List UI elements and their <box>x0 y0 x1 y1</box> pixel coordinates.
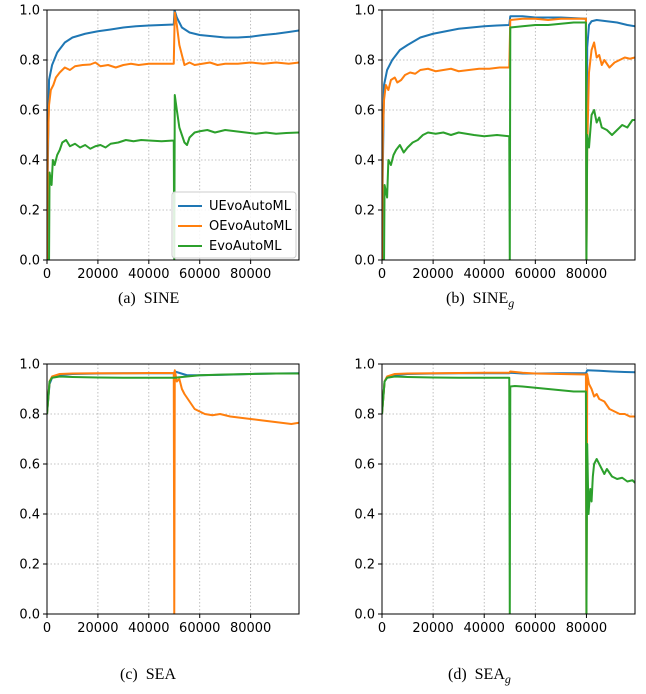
y-tick-label: 0.6 <box>19 458 40 473</box>
x-tick-label: 80000 <box>566 267 607 280</box>
x-tick-label: 80000 <box>230 621 271 634</box>
x-tick-label: 0 <box>43 267 51 280</box>
series-line-uevoautoml <box>47 10 299 260</box>
y-tick-label: 0.4 <box>354 154 375 169</box>
legend-label: EvoAutoML <box>209 239 282 254</box>
grid-lines <box>382 9 635 260</box>
y-tick-label: 0.2 <box>354 204 375 219</box>
series-line-oevoautoml <box>47 11 299 260</box>
caption-a-label: (a) <box>118 290 136 307</box>
x-tick-label: 20000 <box>77 267 118 280</box>
y-tick-label: 0.0 <box>354 608 375 623</box>
chart-panel-c: 0 20000 40000 60000 80000 0.0 0.2 0.4 0.6 0.8 1.0 <box>19 358 300 634</box>
legend-label: UEvoAutoML <box>209 199 292 214</box>
y-tick-label: 1.0 <box>354 4 375 19</box>
x-tick-label: 80000 <box>230 267 271 280</box>
x-tick-label: 60000 <box>515 267 556 280</box>
series-line-oevoautoml <box>47 369 299 614</box>
caption-c-label: (c) <box>120 666 138 683</box>
y-tick-label: 0.4 <box>19 508 40 523</box>
axes-frame <box>381 363 636 615</box>
y-tick-label: 0.2 <box>19 558 40 573</box>
x-tick-label: 80000 <box>566 621 607 634</box>
y-tick-label: 0.8 <box>19 54 40 69</box>
caption-b: (b) SINEg <box>446 290 514 311</box>
x-tick-label: 0 <box>378 267 386 280</box>
caption-d-name: SEA <box>474 666 505 683</box>
y-tick-label: 0.2 <box>19 204 40 219</box>
x-tick-label: 40000 <box>128 267 169 280</box>
x-tick-label: 60000 <box>179 267 220 280</box>
legend: UEvoAutoML OEvoAutoML EvoAutoML <box>171 191 297 259</box>
caption-b-label: (b) <box>446 290 465 307</box>
caption-b-name: SINE <box>472 290 509 307</box>
axes-frame <box>46 9 300 261</box>
series-line-evoautoml <box>47 94 299 260</box>
axes-frame <box>381 9 636 261</box>
series-line-evoautoml <box>382 21 635 260</box>
y-tick-label: 1.0 <box>354 358 375 373</box>
y-tick-label: 0.0 <box>19 254 40 269</box>
caption-a: (a) SINE <box>118 290 179 308</box>
x-tick-label: 40000 <box>464 621 505 634</box>
caption-c-name: SEA <box>145 666 176 683</box>
legend-label: OEvoAutoML <box>209 219 292 234</box>
x-tick-label: 0 <box>43 621 51 634</box>
caption-a-name: SINE <box>143 290 180 307</box>
x-tick-label: 20000 <box>77 621 118 634</box>
chart-panel-a: 0 20000 40000 60000 80000 0.0 0.2 0.4 0.6 0.8 1.0 U… <box>19 4 300 280</box>
y-tick-label: 0.4 <box>354 508 375 523</box>
chart-panel-d: 0 20000 40000 60000 80000 0.0 0.2 0.4 0.6 0.8 1.0 <box>354 358 636 634</box>
y-tick-label: 0.6 <box>354 104 375 119</box>
caption-c: (c) SEA <box>120 666 176 684</box>
x-tick-label: 20000 <box>412 621 453 634</box>
x-tick-label: 40000 <box>128 621 169 634</box>
y-tick-label: 0.8 <box>19 408 40 423</box>
y-tick-label: 0.6 <box>19 104 40 119</box>
series-line-evoautoml <box>47 372 299 415</box>
x-tick-label: 60000 <box>515 621 556 634</box>
x-tick-label: 20000 <box>412 267 453 280</box>
chart-panel-b: 0 20000 40000 60000 80000 0.0 0.2 0.4 0.6 0.8 1.0 <box>354 4 636 280</box>
x-tick-label: 60000 <box>179 621 220 634</box>
y-tick-label: 0.2 <box>354 558 375 573</box>
x-tick-label: 0 <box>378 621 386 634</box>
x-tick-label: 40000 <box>464 267 505 280</box>
y-tick-label: 0.0 <box>354 254 375 269</box>
y-tick-label: 0.4 <box>19 154 40 169</box>
caption-d-sub: g <box>504 672 511 687</box>
y-tick-label: 0.6 <box>354 458 375 473</box>
legend-box <box>171 191 297 259</box>
axes-frame <box>46 363 300 615</box>
y-tick-label: 0.8 <box>354 54 375 69</box>
y-tick-label: 1.0 <box>19 358 40 373</box>
y-tick-label: 0.8 <box>354 408 375 423</box>
caption-d-label: (d) <box>448 666 467 683</box>
caption-d: (d) SEAg <box>448 666 511 687</box>
caption-b-sub: g <box>508 296 515 311</box>
y-tick-label: 0.0 <box>19 608 40 623</box>
series-line-evoautoml <box>382 375 635 614</box>
y-tick-label: 1.0 <box>19 4 40 19</box>
